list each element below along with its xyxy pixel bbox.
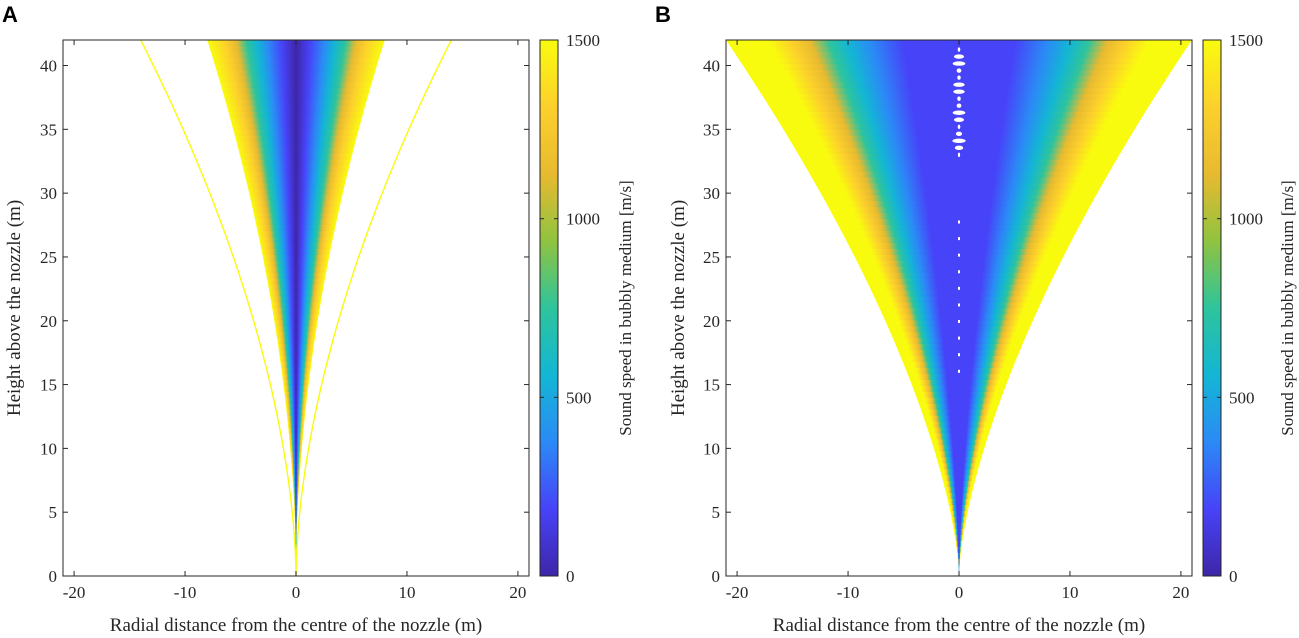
y-axis-label-a: Height above the nozzle (m)	[4, 200, 25, 416]
y-tick-label: 30	[40, 184, 57, 203]
y-tick-label: 5	[49, 503, 58, 522]
x-tick-label: -20	[63, 583, 86, 602]
panel-a: A -20 -10 0 10 20 0 5 10 15 20 25 30 35 40 Radial dis…	[2, 2, 635, 636]
y-tick-label: 20	[703, 312, 720, 331]
colorbar-label-a: Sound speed in bubbly medium [m/s]	[616, 180, 635, 435]
plot-area-b	[726, 40, 1192, 576]
x-tick-label: 0	[292, 583, 301, 602]
y-tick-label: 20	[40, 312, 57, 331]
y-axis-label-b: Height above the nozzle (m)	[668, 200, 689, 416]
colorbar-tick-label: 500	[566, 388, 592, 407]
axes-frame-b	[725, 39, 1193, 577]
outer-boundary-line-right	[295, 39, 452, 577]
colorbar-a	[539, 39, 559, 577]
y-tick-label: 0	[49, 567, 58, 586]
y-tick-label: 40	[40, 57, 57, 76]
y-tick-label: 15	[703, 376, 720, 395]
colorbar-tick-label: 0	[1229, 567, 1238, 586]
plot-area-a	[140, 39, 452, 577]
colorbar-tick-label: 1000	[566, 210, 600, 229]
y-tick-label: 25	[40, 248, 57, 267]
y-tick-label: 0	[712, 567, 721, 586]
axis-ticks-b: -20 -10 0 10 20 0 5 10 15 20 25 30 35 40	[703, 40, 1192, 602]
colorbar-tick-label: 1000	[1229, 210, 1263, 229]
colorbar-tick-label: 0	[566, 567, 575, 586]
y-tick-label: 35	[703, 120, 720, 139]
colorbar-tick-label: 500	[1229, 388, 1255, 407]
y-tick-label: 10	[40, 439, 57, 458]
panel-letter-a: A	[2, 2, 18, 27]
y-tick-label: 25	[703, 248, 720, 267]
x-axis-label-a: Radial distance from the centre of the n…	[110, 615, 482, 636]
colorbar-b	[1202, 39, 1222, 577]
x-tick-label: 10	[398, 583, 415, 602]
x-tick-label: 0	[955, 583, 964, 602]
x-tick-label: -10	[837, 583, 860, 602]
x-tick-label: -10	[174, 583, 197, 602]
x-axis-label-b: Radial distance from the centre of the n…	[773, 615, 1145, 636]
colorbar-label-b: Sound speed in bubbly medium [m/s]	[1278, 180, 1297, 435]
axes-frame-a	[62, 39, 530, 577]
panel-letter-b: B	[655, 2, 671, 27]
colorbar-ticks-a: 0 500 1000 1500	[540, 31, 600, 586]
y-tick-label: 5	[712, 503, 721, 522]
colorbar-tick-label: 1500	[1229, 31, 1263, 50]
x-tick-label: 20	[1172, 583, 1189, 602]
panel-b: B -20 -10 0 10 20 0 5 10 15 20 25 30 35 40 Radial dis…	[655, 2, 1297, 636]
colorbar-ticks-b: 0 500 1000 1500	[1203, 31, 1263, 586]
x-tick-label: 10	[1061, 583, 1078, 602]
y-tick-label: 40	[703, 57, 720, 76]
y-tick-label: 10	[703, 439, 720, 458]
y-tick-label: 30	[703, 184, 720, 203]
colorbar-tick-label: 1500	[566, 31, 600, 50]
x-tick-label: -20	[726, 583, 749, 602]
plume-heatmap-a	[207, 40, 385, 576]
y-tick-label: 15	[40, 376, 57, 395]
y-tick-label: 35	[40, 120, 57, 139]
x-tick-label: 20	[509, 583, 526, 602]
outer-boundary-line-left	[140, 39, 297, 577]
centre-gaps	[952, 47, 966, 373]
